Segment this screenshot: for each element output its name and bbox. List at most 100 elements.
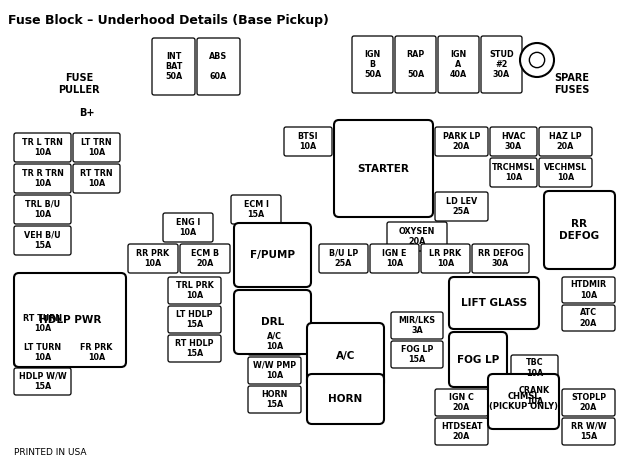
FancyBboxPatch shape [307,323,384,388]
FancyBboxPatch shape [168,306,221,333]
Text: STARTER: STARTER [358,164,409,173]
Text: FR PRK
10A: FR PRK 10A [81,343,113,362]
FancyBboxPatch shape [168,335,221,362]
FancyBboxPatch shape [284,127,332,156]
FancyBboxPatch shape [73,133,120,162]
FancyBboxPatch shape [562,305,615,331]
Text: ECM I
15A: ECM I 15A [244,200,268,219]
Text: IGN
A
40A: IGN A 40A [450,50,467,79]
Text: VEH B/U
15A: VEH B/U 15A [24,231,61,250]
Text: RR W/W
15A: RR W/W 15A [570,422,606,441]
FancyBboxPatch shape [234,290,311,354]
Text: HORN: HORN [329,394,363,404]
Text: F/PUMP: F/PUMP [250,250,295,260]
Text: TR R TRN
10A: TR R TRN 10A [22,169,63,188]
Text: TBC
10A: TBC 10A [526,359,543,378]
FancyBboxPatch shape [391,341,443,368]
Text: RAP

50A: RAP 50A [406,50,425,79]
Text: LIFT GLASS: LIFT GLASS [461,298,527,308]
Text: FOG LP: FOG LP [457,354,499,365]
Text: HTDSEAT
20A: HTDSEAT 20A [441,422,482,441]
FancyBboxPatch shape [14,133,71,162]
Circle shape [520,43,554,77]
FancyBboxPatch shape [307,374,384,424]
FancyBboxPatch shape [180,244,230,273]
FancyBboxPatch shape [334,120,433,217]
Text: STOPLP
20A: STOPLP 20A [571,393,606,412]
Text: HTDMIR
10A: HTDMIR 10A [570,280,606,299]
FancyBboxPatch shape [511,383,558,409]
FancyBboxPatch shape [395,36,436,93]
FancyBboxPatch shape [435,192,488,221]
Text: HAZ LP
20A: HAZ LP 20A [549,132,582,151]
Text: FUSE
PULLER: FUSE PULLER [58,73,100,94]
Text: HVAC
30A: HVAC 30A [501,132,526,151]
FancyBboxPatch shape [14,273,126,367]
Text: HDLP W/W
15A: HDLP W/W 15A [19,372,66,391]
Text: SPARE
FUSES: SPARE FUSES [554,73,590,94]
Text: FOG LP
15A: FOG LP 15A [401,345,433,364]
Text: HORN
15A: HORN 15A [261,390,288,409]
FancyBboxPatch shape [449,277,539,329]
FancyBboxPatch shape [168,277,221,304]
FancyBboxPatch shape [352,36,393,93]
FancyBboxPatch shape [128,244,178,273]
Text: PRINTED IN USA: PRINTED IN USA [14,448,87,457]
Text: RT TRN
10A: RT TRN 10A [80,169,113,188]
Text: IGN E
10A: IGN E 10A [383,249,407,268]
FancyBboxPatch shape [73,339,120,366]
Text: RT HDLP
15A: RT HDLP 15A [175,339,214,358]
FancyBboxPatch shape [472,244,529,273]
FancyBboxPatch shape [248,386,301,413]
Text: MIR/LKS
3A: MIR/LKS 3A [399,316,436,335]
FancyBboxPatch shape [391,312,443,339]
Text: OXYSEN
20A: OXYSEN 20A [399,227,435,246]
Text: A/C
10A: A/C 10A [266,332,283,351]
Text: PARK LP
20A: PARK LP 20A [443,132,480,151]
FancyBboxPatch shape [435,418,488,445]
Text: TRL PRK
10A: TRL PRK 10A [175,281,213,300]
FancyBboxPatch shape [163,213,213,242]
FancyBboxPatch shape [152,38,195,95]
Text: RR PRK
10A: RR PRK 10A [136,249,169,268]
FancyBboxPatch shape [14,164,71,193]
FancyBboxPatch shape [490,127,537,156]
Text: ATC
20A: ATC 20A [580,308,597,327]
FancyBboxPatch shape [14,339,71,366]
Text: VECHMSL
10A: VECHMSL 10A [544,163,587,182]
FancyBboxPatch shape [14,195,71,224]
FancyBboxPatch shape [14,368,71,395]
Text: B+: B+ [79,108,94,118]
Text: DRL: DRL [261,317,284,327]
Text: IGN
B
50A: IGN B 50A [364,50,381,79]
FancyBboxPatch shape [14,226,71,255]
Text: LR PRK
10A: LR PRK 10A [430,249,461,268]
Text: STUD
#2
30A: STUD #2 30A [489,50,514,79]
Text: TRL B/U
10A: TRL B/U 10A [25,200,60,219]
Text: HDLP PWR: HDLP PWR [39,315,101,325]
FancyBboxPatch shape [319,244,368,273]
FancyBboxPatch shape [562,389,615,416]
Text: IGN C
20A: IGN C 20A [449,393,474,412]
FancyBboxPatch shape [539,158,592,187]
Text: ECM B
20A: ECM B 20A [191,249,219,268]
FancyBboxPatch shape [435,127,488,156]
FancyBboxPatch shape [562,418,615,445]
FancyBboxPatch shape [387,222,447,251]
Text: W/W PMP
10A: W/W PMP 10A [253,361,296,380]
Text: TRCHMSL
10A: TRCHMSL 10A [492,163,535,182]
Text: TR L TRN
10A: TR L TRN 10A [22,138,63,157]
FancyBboxPatch shape [511,355,558,381]
FancyBboxPatch shape [544,191,615,269]
Text: RR
DEFOG: RR DEFOG [559,219,600,240]
FancyBboxPatch shape [438,36,479,93]
FancyBboxPatch shape [435,389,488,416]
Text: RT TURN
10A: RT TURN 10A [23,314,62,333]
Text: A/C: A/C [336,351,355,360]
FancyBboxPatch shape [248,357,301,384]
Text: LD LEV
25A: LD LEV 25A [446,197,477,216]
Text: B/U LP
25A: B/U LP 25A [329,249,358,268]
FancyBboxPatch shape [421,244,470,273]
Text: LT TRN
10A: LT TRN 10A [81,138,112,157]
FancyBboxPatch shape [73,164,120,193]
